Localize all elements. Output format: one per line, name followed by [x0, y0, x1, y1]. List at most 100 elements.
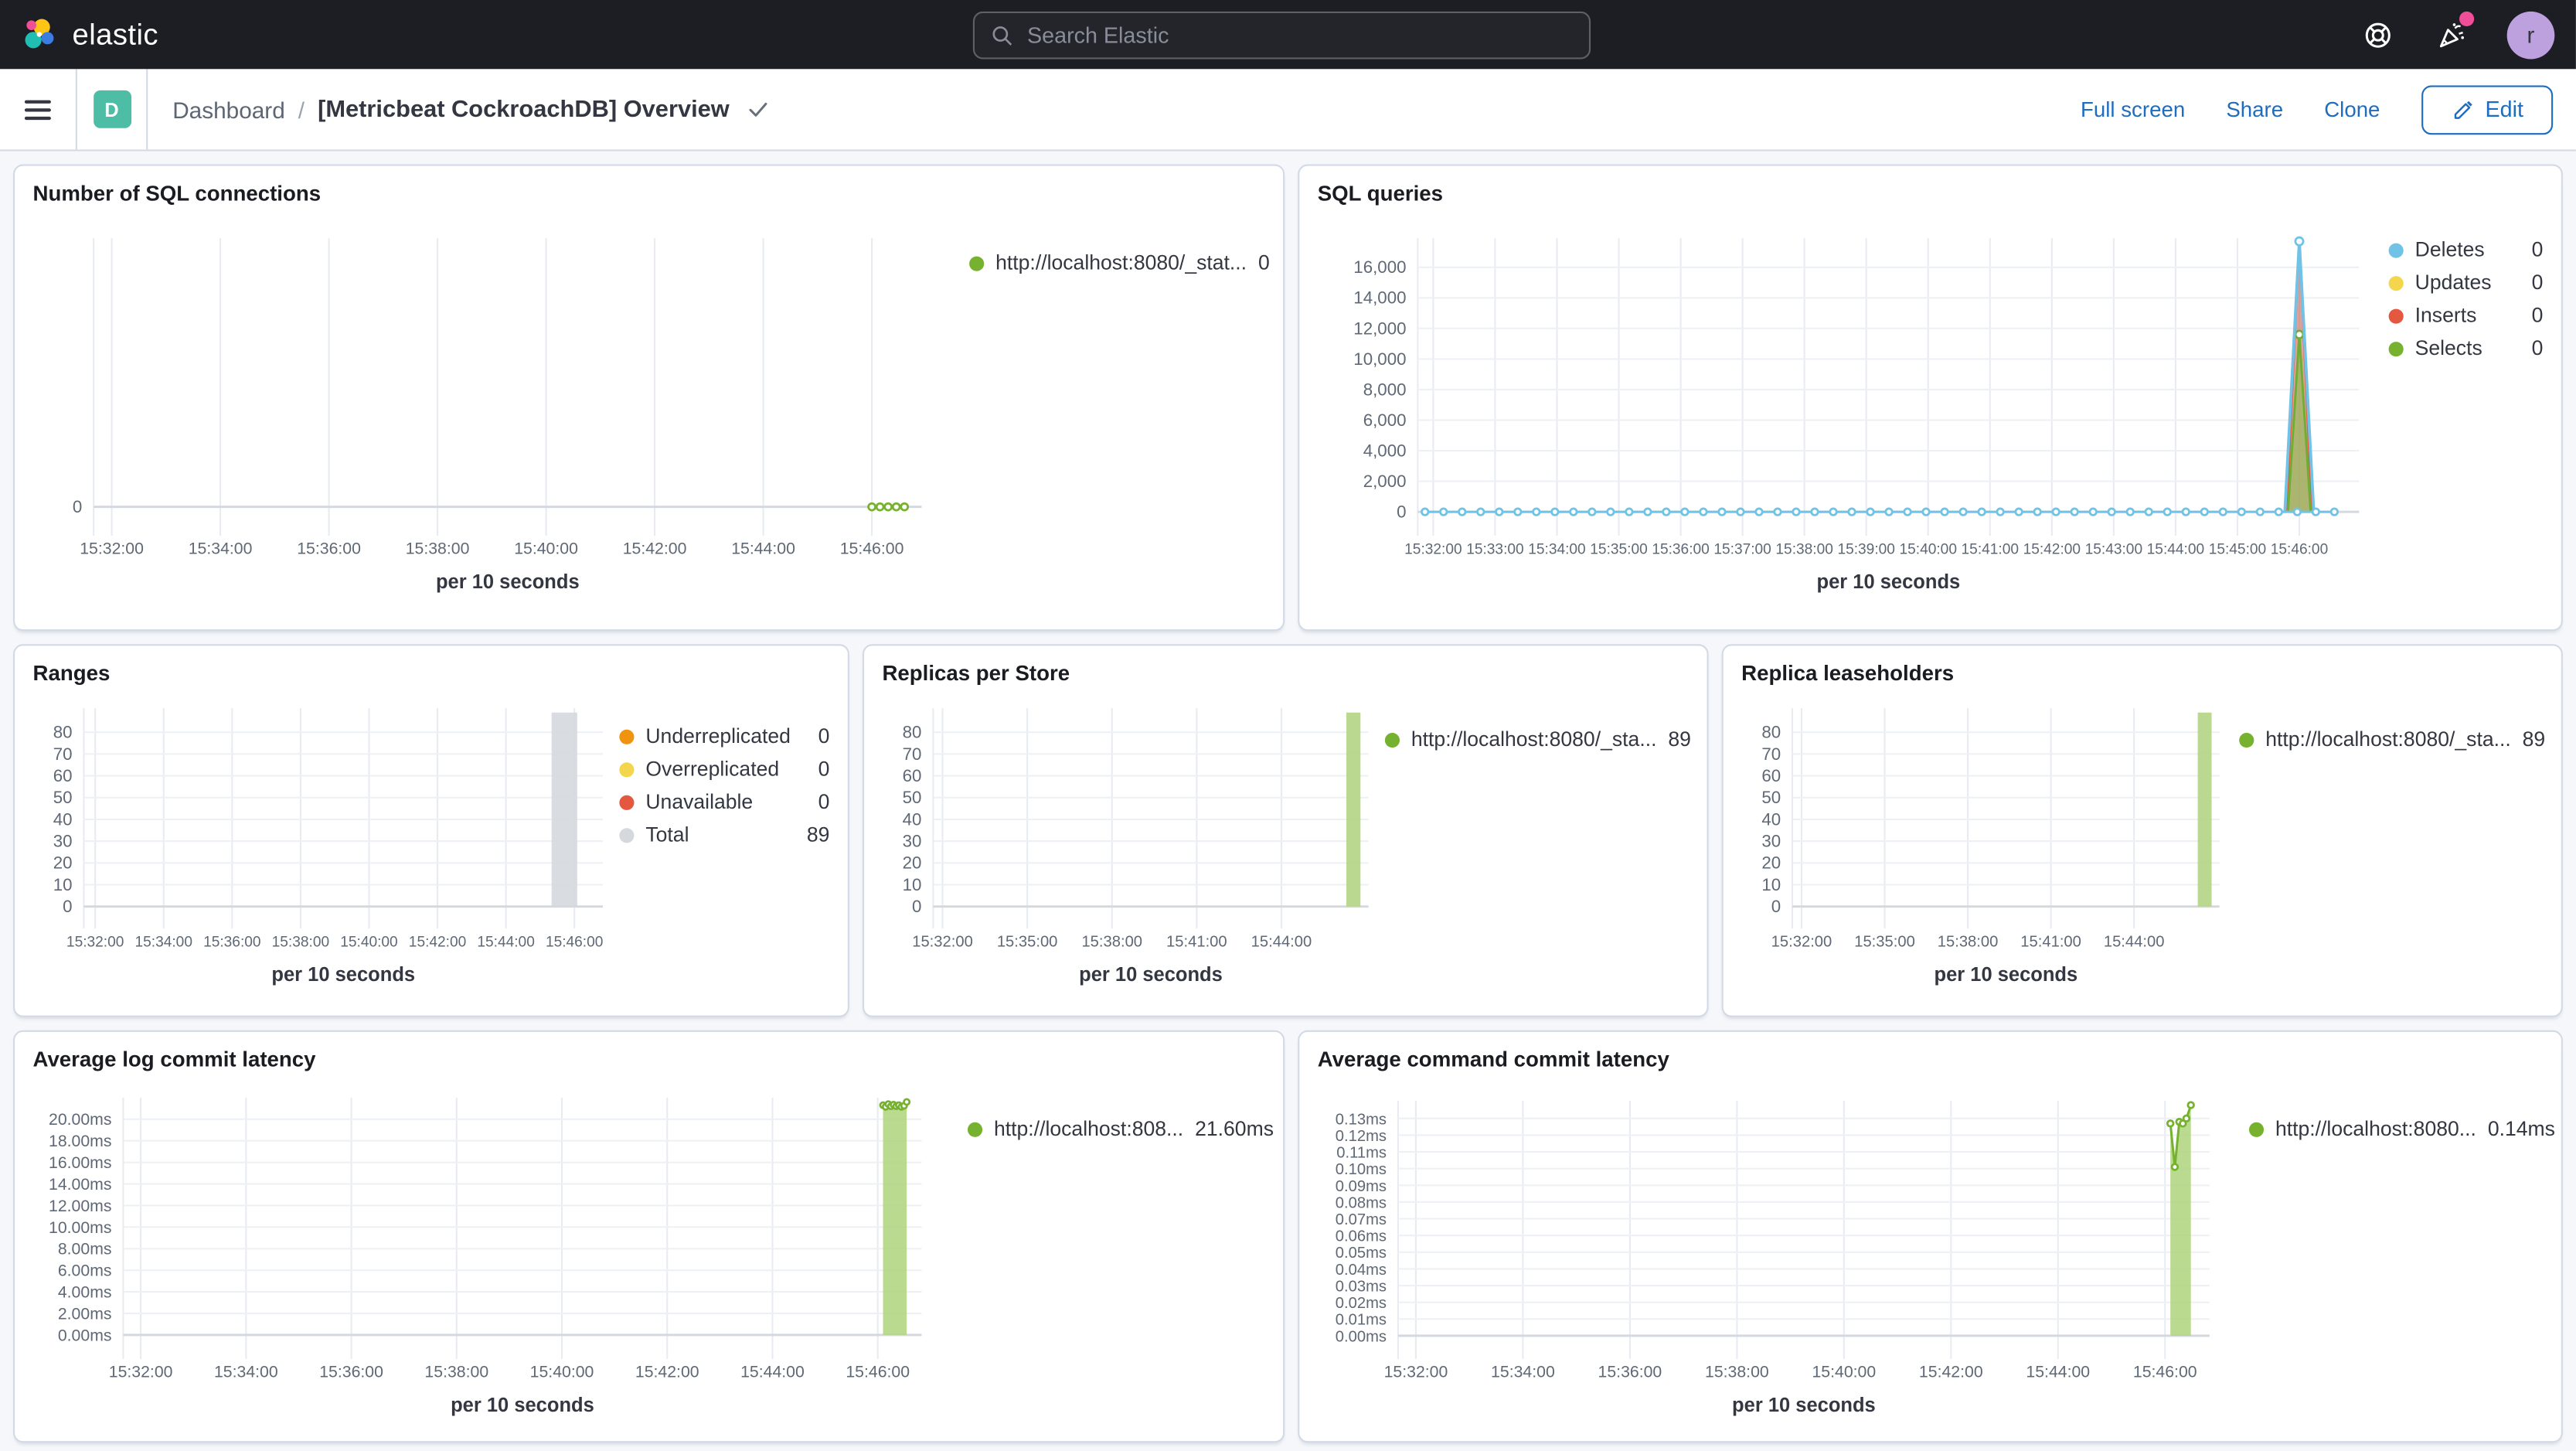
svg-text:0: 0 — [912, 897, 921, 916]
svg-text:15:45:00: 15:45:00 — [2209, 541, 2266, 557]
svg-text:30: 30 — [53, 832, 73, 851]
svg-text:15:32:00: 15:32:00 — [912, 933, 973, 950]
legend-series-dot — [967, 1122, 983, 1137]
search-input[interactable] — [1027, 22, 1573, 48]
legend-item[interactable]: http://localhost:8080... 0.14ms — [2248, 1117, 2555, 1142]
legend-item[interactable]: Unavailable 0 — [619, 790, 829, 815]
svg-text:6,000: 6,000 — [1363, 410, 1407, 430]
panel-sql-queries: SQL queries 15:32:00 15:33:00 15:34:00 15:3… — [1298, 164, 2563, 632]
legend-label: Deletes — [2414, 238, 2485, 261]
svg-text:15:40:00: 15:40:00 — [1812, 1362, 1876, 1381]
page-title: [Metricbeat CockroachDB] Overview — [318, 96, 730, 123]
legend-item[interactable]: Inserts 0 — [2388, 304, 2543, 329]
chart-replica-leaseholders[interactable]: 15:32:00 15:35:00 15:38:00 15:41:00 15:44:00… — [1737, 685, 2230, 997]
clone-button[interactable]: Clone — [2324, 97, 2380, 122]
chart-sql-connections[interactable]: 15:32:00 15:34:00 15:36:00 15:38:00 15:40:00… — [28, 206, 944, 608]
share-button[interactable]: Share — [2226, 97, 2284, 122]
legend-item[interactable]: Deletes 0 — [2388, 238, 2543, 263]
svg-text:0.03ms: 0.03ms — [1336, 1278, 1387, 1295]
help-button[interactable] — [2359, 16, 2395, 53]
svg-text:per 10 seconds: per 10 seconds — [1935, 964, 2078, 986]
legend-item[interactable]: Updates 0 — [2388, 271, 2543, 296]
svg-text:15:32:00: 15:32:00 — [1384, 1362, 1448, 1381]
svg-text:0.02ms: 0.02ms — [1336, 1295, 1387, 1312]
svg-text:0: 0 — [63, 897, 72, 916]
svg-text:15:41:00: 15:41:00 — [1166, 933, 1227, 950]
chart-replicas-per-store[interactable]: 15:32:00 15:35:00 15:38:00 15:41:00 15:44:00… — [877, 685, 1378, 997]
svg-text:15:38:00: 15:38:00 — [272, 934, 329, 950]
newsfeed-button[interactable] — [2433, 11, 2475, 53]
chart-ranges[interactable]: 15:32:00 15:34:00 15:36:00 15:38:00 15:40:00… — [28, 685, 619, 997]
svg-text:15:33:00: 15:33:00 — [1466, 541, 1523, 557]
svg-text:15:46:00: 15:46:00 — [2271, 541, 2328, 557]
svg-text:15:32:00: 15:32:00 — [1771, 933, 1832, 950]
edit-button[interactable]: Edit — [2421, 84, 2554, 135]
edit-button-label: Edit — [2485, 97, 2523, 122]
svg-text:15:36:00: 15:36:00 — [1652, 541, 1709, 557]
chart-sql-queries[interactable]: 15:32:00 15:33:00 15:34:00 15:35:00 15:36:00… — [1312, 206, 2372, 608]
legend-item[interactable]: Total 89 — [619, 823, 829, 848]
svg-text:14.00ms: 14.00ms — [49, 1175, 112, 1194]
legend: Underreplicated 0 Overreplicated 0 Unavailab… — [619, 724, 834, 997]
svg-text:15:40:00: 15:40:00 — [340, 934, 397, 950]
svg-text:18.00ms: 18.00ms — [49, 1132, 112, 1150]
menu-button[interactable] — [0, 69, 77, 150]
svg-text:15:44:00: 15:44:00 — [2026, 1362, 2090, 1381]
svg-text:15:34:00: 15:34:00 — [135, 934, 192, 950]
legend-item[interactable]: http://localhost:808... 21.60ms — [967, 1117, 1274, 1142]
svg-text:0.13ms: 0.13ms — [1336, 1111, 1387, 1128]
avatar-initial: r — [2527, 21, 2535, 48]
legend-value: 0 — [818, 757, 830, 781]
legend-item[interactable]: Overreplicated 0 — [619, 758, 829, 782]
legend-item[interactable]: Selects 0 — [2388, 337, 2543, 362]
svg-text:15:42:00: 15:42:00 — [1919, 1362, 1983, 1381]
svg-text:15:38:00: 15:38:00 — [1705, 1362, 1769, 1381]
svg-text:per 10 seconds: per 10 seconds — [1732, 1395, 1876, 1416]
svg-text:50: 50 — [903, 788, 922, 807]
legend-series-dot — [619, 795, 635, 810]
elastic-logo-icon — [25, 18, 54, 48]
svg-text:15:35:00: 15:35:00 — [1854, 933, 1915, 950]
svg-text:40: 40 — [1761, 809, 1781, 829]
svg-text:15:40:00: 15:40:00 — [1900, 541, 1957, 557]
svg-text:0.05ms: 0.05ms — [1336, 1245, 1387, 1262]
hamburger-icon — [24, 99, 51, 120]
full-screen-button[interactable]: Full screen — [2081, 97, 2186, 122]
svg-text:0: 0 — [1397, 502, 1406, 522]
svg-text:0.01ms: 0.01ms — [1336, 1312, 1387, 1329]
panel-title: Average command commit latency — [1317, 1047, 1669, 1071]
svg-text:12,000: 12,000 — [1353, 318, 1406, 338]
svg-text:15:38:00: 15:38:00 — [406, 539, 470, 557]
breadcrumb-dashboard-link[interactable]: Dashboard — [172, 96, 285, 123]
svg-text:60: 60 — [53, 766, 73, 785]
svg-text:15:42:00: 15:42:00 — [635, 1362, 699, 1381]
svg-text:15:39:00: 15:39:00 — [1837, 541, 1894, 557]
svg-text:0.08ms: 0.08ms — [1336, 1194, 1387, 1211]
svg-text:15:32:00: 15:32:00 — [66, 934, 124, 950]
svg-text:60: 60 — [1761, 766, 1781, 785]
user-avatar[interactable]: r — [2506, 10, 2555, 59]
legend-item[interactable]: http://localhost:8080/_sta... 89 — [1384, 728, 1691, 753]
topbar-right-icons: r — [2359, 10, 2555, 59]
legend-item[interactable]: http://localhost:8080/_sta... 89 — [2239, 727, 2545, 753]
svg-text:15:44:00: 15:44:00 — [2104, 933, 2165, 950]
legend-item[interactable]: Underreplicated 0 — [619, 724, 829, 749]
panel-title: SQL queries — [1317, 180, 1444, 206]
svg-text:20: 20 — [903, 853, 922, 873]
legend-series-dot — [1384, 733, 1400, 748]
svg-text:50: 50 — [53, 788, 73, 807]
legend-label: http://localhost:8080/_sta... — [2265, 727, 2511, 751]
global-search[interactable] — [972, 11, 1591, 60]
svg-text:15:37:00: 15:37:00 — [1713, 541, 1771, 557]
chart-avg-log-commit-latency[interactable]: 15:32:00 15:34:00 15:36:00 15:38:00 15:40:00… — [28, 1071, 944, 1425]
legend-value: 89 — [806, 823, 830, 846]
chart-avg-command-commit-latency[interactable]: 15:32:00 15:34:00 15:36:00 15:38:00 15:40:00… — [1312, 1071, 2232, 1425]
svg-text:70: 70 — [53, 744, 73, 764]
elastic-brand[interactable]: elastic — [22, 15, 158, 53]
legend-label: Overreplicated — [645, 757, 780, 781]
svg-text:15:32:00: 15:32:00 — [80, 539, 144, 557]
panel-title: Number of SQL connections — [32, 180, 322, 206]
svg-text:40: 40 — [53, 809, 73, 829]
legend-item[interactable]: http://localhost:8080/_stat... 0 — [969, 251, 1270, 276]
svg-text:15:46:00: 15:46:00 — [840, 539, 904, 557]
